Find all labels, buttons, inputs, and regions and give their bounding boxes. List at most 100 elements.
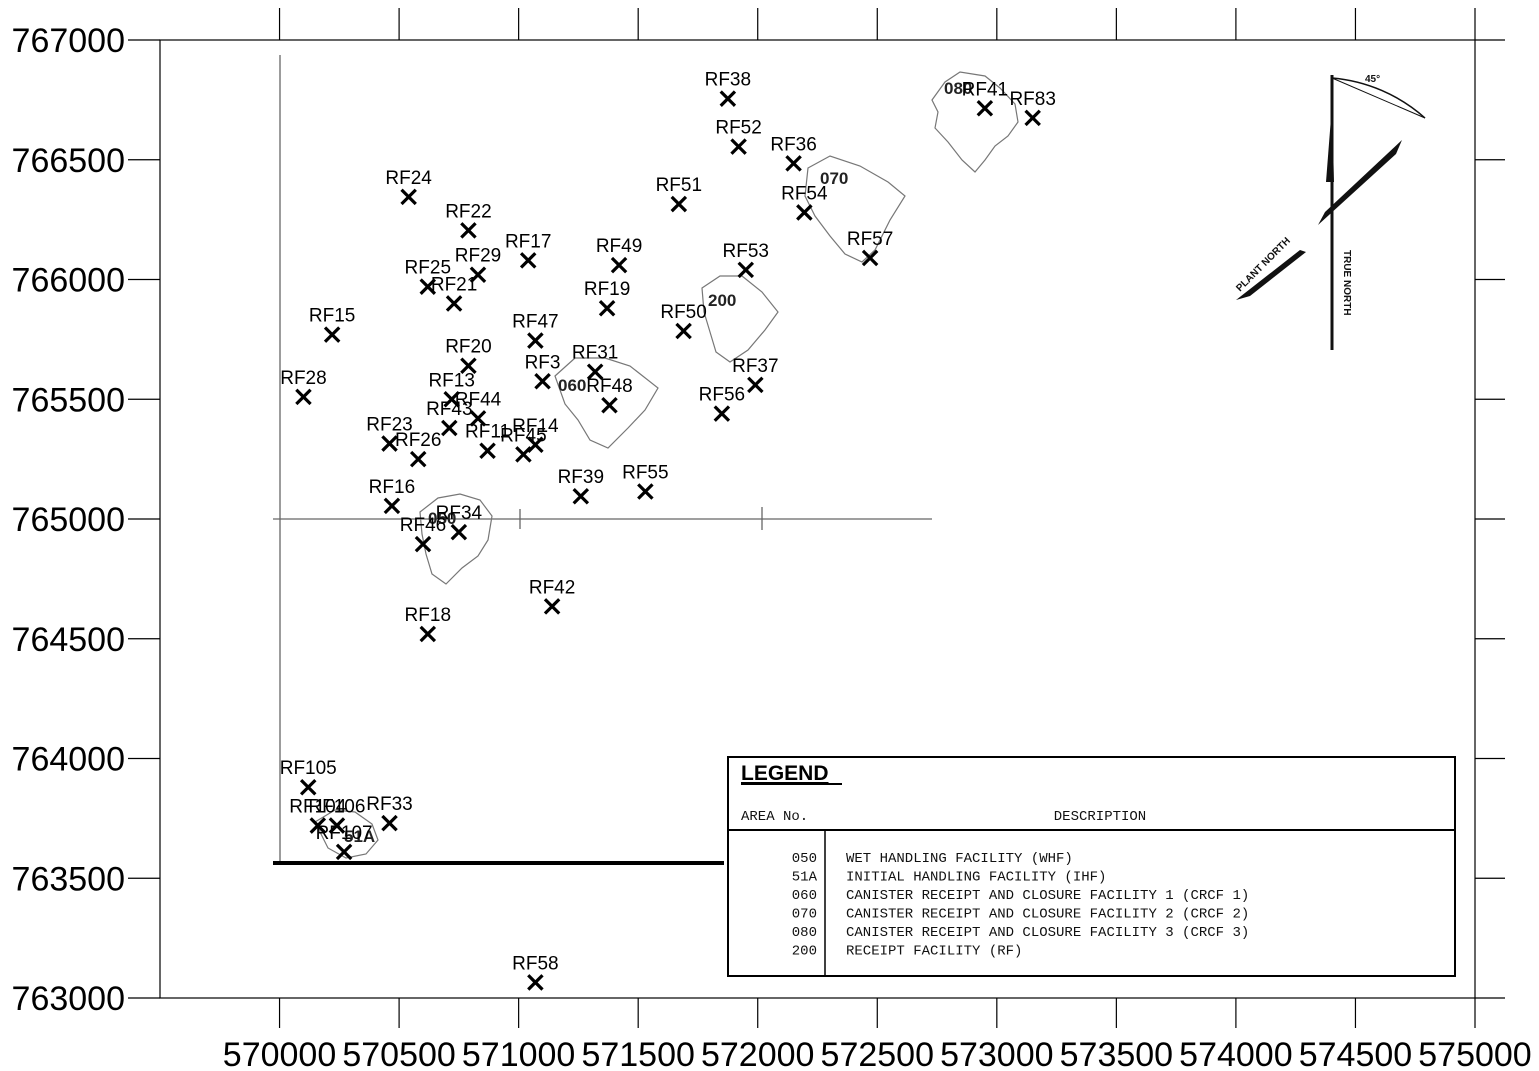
point-label: RF18 bbox=[405, 605, 451, 626]
building-label: 070 bbox=[820, 169, 848, 188]
x-marker bbox=[445, 295, 463, 312]
point-rf13: RF13 bbox=[428, 370, 475, 408]
point-rf19: RF19 bbox=[584, 279, 630, 317]
point-rf34: RF34 bbox=[436, 503, 483, 541]
x-marker bbox=[309, 817, 327, 834]
point-label: RF52 bbox=[715, 118, 761, 139]
legend-row-description: WET HANDLING FACILITY (WHF) bbox=[846, 851, 1073, 867]
point-rf55: RF55 bbox=[622, 462, 669, 500]
point-rf38: RF38 bbox=[705, 70, 751, 107]
point-label: RF106 bbox=[308, 797, 365, 818]
x-marker bbox=[670, 195, 688, 213]
true-north-head bbox=[1326, 105, 1334, 182]
building-outline bbox=[804, 155, 906, 263]
point-rf17: RF17 bbox=[505, 231, 551, 269]
point-label: RF104 bbox=[289, 797, 346, 818]
angle-arc bbox=[1331, 77, 1426, 119]
point-label: RF28 bbox=[280, 368, 326, 389]
legend: LEGEND AREA No. DESCRIPTION 050 WET HANDLING… bbox=[727, 756, 1456, 977]
point-rf56: RF56 bbox=[699, 385, 745, 422]
x-marker bbox=[543, 598, 561, 615]
point-rf57: RF57 bbox=[847, 229, 893, 267]
point-label: RF36 bbox=[770, 134, 816, 155]
x-marker bbox=[527, 332, 544, 349]
point-rf53: RF53 bbox=[723, 241, 769, 279]
point-rf23: RF23 bbox=[366, 415, 413, 452]
point-label: RF38 bbox=[705, 70, 751, 91]
x-marker bbox=[479, 442, 496, 460]
x-marker bbox=[598, 299, 616, 317]
point-label: RF55 bbox=[622, 462, 668, 483]
x-marker bbox=[785, 155, 802, 172]
legend-row-description: CANISTER RECEIPT AND CLOSURE FACILITY 3 … bbox=[846, 925, 1249, 941]
data-points: RF38 RF41 RF83 RF52 RF36 RF24 RF51 RF54 RF22 RF57… bbox=[280, 70, 1056, 991]
true-north-label: TRUE NORTH bbox=[1341, 250, 1352, 316]
point-label: RF37 bbox=[732, 356, 778, 377]
point-rf29: RF29 bbox=[455, 246, 501, 283]
point-label: RF17 bbox=[505, 231, 551, 252]
x-tick-label: 573500 bbox=[1060, 1036, 1173, 1071]
point-label: RF46 bbox=[400, 515, 446, 536]
building-outline bbox=[314, 809, 379, 859]
x-tick-label: 570500 bbox=[342, 1036, 455, 1071]
x-marker bbox=[610, 256, 628, 274]
point-rf54: RF54 bbox=[781, 183, 828, 221]
legend-row-description: RECEIPT FACILITY (RF) bbox=[846, 944, 1022, 960]
x-marker bbox=[747, 376, 764, 394]
point-rf42: RF42 bbox=[529, 577, 575, 615]
point-label: RF48 bbox=[586, 376, 632, 397]
legend-box bbox=[727, 756, 1456, 977]
y-tick-label: 765500 bbox=[12, 381, 125, 419]
point-rf37: RF37 bbox=[732, 356, 779, 394]
legend-row-description: CANISTER RECEIPT AND CLOSURE FACILITY 1 … bbox=[846, 888, 1249, 904]
point-label: RF39 bbox=[558, 467, 604, 488]
point-label: RF34 bbox=[436, 503, 483, 524]
point-label: RF45 bbox=[500, 425, 546, 446]
point-label: RF22 bbox=[445, 201, 491, 222]
site-map-outlines: 080 070 200 060 050 51A bbox=[273, 55, 1019, 865]
x-marker bbox=[737, 261, 755, 279]
x-marker bbox=[637, 483, 654, 500]
x-marker bbox=[335, 843, 353, 861]
x-marker bbox=[796, 204, 813, 221]
x-axis: 570000 570500 571000 571500 572000 572500 5730… bbox=[223, 8, 1532, 1071]
x-marker bbox=[515, 446, 532, 463]
x-marker bbox=[460, 222, 477, 239]
point-rf43: RF43 bbox=[426, 399, 473, 437]
x-marker bbox=[713, 405, 731, 422]
legend-col-area: AREA No. bbox=[741, 809, 808, 825]
point-rf41: RF41 bbox=[962, 79, 1008, 117]
x-marker bbox=[519, 252, 537, 269]
x-marker bbox=[586, 363, 604, 380]
plant-north-arrow-upper bbox=[1318, 140, 1402, 225]
point-label: RF41 bbox=[962, 79, 1008, 100]
x-marker bbox=[527, 436, 544, 454]
point-label: RF23 bbox=[366, 415, 412, 436]
x-tick-label: 574500 bbox=[1299, 1036, 1412, 1071]
point-label: RF44 bbox=[455, 389, 502, 410]
point-label: RF19 bbox=[584, 279, 630, 300]
point-rf15: RF15 bbox=[309, 306, 355, 343]
x-marker bbox=[469, 410, 487, 427]
point-rf36: RF36 bbox=[770, 134, 817, 172]
point-rf14: RF14 bbox=[512, 416, 559, 454]
x-tick-label: 570000 bbox=[223, 1036, 336, 1071]
point-label: RF16 bbox=[369, 477, 415, 498]
x-marker bbox=[409, 450, 427, 468]
x-marker bbox=[719, 90, 737, 107]
point-rf49: RF49 bbox=[596, 236, 642, 274]
point-rf28: RF28 bbox=[280, 368, 327, 406]
point-rf26: RF26 bbox=[395, 430, 441, 468]
point-rf50: RF50 bbox=[660, 302, 707, 340]
legend-row-area: 050 bbox=[792, 851, 817, 867]
point-rf3: RF3 bbox=[525, 352, 560, 390]
building-outline bbox=[554, 357, 659, 449]
point-rf46: RF46 bbox=[400, 515, 446, 553]
point-rf45: RF45 bbox=[500, 425, 547, 463]
point-label: RF20 bbox=[445, 337, 491, 358]
x-tick-label: 574000 bbox=[1179, 1036, 1292, 1071]
point-rf105: RF105 bbox=[280, 758, 337, 796]
point-rf44: RF44 bbox=[455, 389, 502, 427]
point-label: RF42 bbox=[529, 577, 575, 598]
point-label: RF43 bbox=[426, 399, 472, 420]
